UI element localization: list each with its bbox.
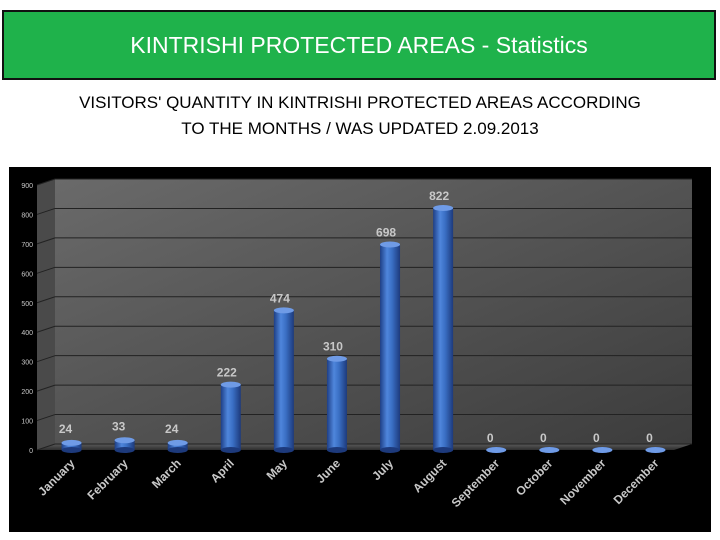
- x-tick-label: March: [149, 456, 184, 491]
- x-tick-label: July: [369, 456, 396, 483]
- chart-back-wall: [55, 179, 692, 444]
- chart-frame: 0 100 200 300 400 500 600 700 800 900 24 33 24 222 47…: [9, 167, 711, 532]
- y-tick-label: 600: [21, 271, 33, 278]
- x-tick-label: February: [85, 456, 131, 502]
- bar-base: [273, 447, 294, 453]
- data-label: 33: [112, 419, 126, 433]
- bar-base: [167, 447, 188, 453]
- x-tick-label: August: [410, 456, 449, 495]
- bar: [380, 244, 401, 450]
- bar-cap: [220, 381, 241, 388]
- bar-base: [326, 447, 347, 453]
- data-label: 0: [540, 431, 547, 445]
- bar: [220, 384, 241, 450]
- bar-base: [61, 447, 82, 453]
- bar: [61, 442, 82, 450]
- gridline: [36, 207, 56, 215]
- y-tick-label: 100: [21, 419, 33, 426]
- bar: [326, 358, 347, 450]
- gridline: [36, 296, 56, 304]
- visitors-bar-chart: 0 100 200 300 400 500 600 700 800 900 24 33 24 222 47…: [21, 178, 692, 510]
- bar-cap: [486, 447, 507, 453]
- gridline: [36, 266, 56, 274]
- data-label: 822: [429, 189, 449, 203]
- data-label: 0: [593, 431, 600, 445]
- bar-cap: [167, 439, 188, 446]
- bar-base: [380, 447, 401, 453]
- data-label: 24: [59, 422, 73, 436]
- chart-side-wall: [37, 179, 55, 450]
- page-title: KINTRISHI PROTECTED AREAS - Statistics: [130, 31, 588, 58]
- bar-cap: [61, 439, 82, 446]
- y-tick-label: 300: [21, 360, 33, 367]
- data-label: 24: [165, 422, 179, 436]
- x-tick-label: October: [513, 456, 556, 499]
- bar-cap: [433, 204, 454, 211]
- chart-floor: [37, 444, 692, 450]
- subtitle-line-1: VISITORS' QUANTITY IN KINTRISHI PROTECTE…: [79, 93, 641, 112]
- gridline: [36, 178, 56, 186]
- header-bar: KINTRISHI PROTECTED AREAS - Statistics: [2, 10, 716, 80]
- gridline: [36, 443, 56, 451]
- data-label: 0: [487, 431, 494, 445]
- data-label: 474: [270, 291, 290, 305]
- data-label: 0: [646, 431, 653, 445]
- y-tick-label: 800: [21, 212, 33, 219]
- x-tick-label: September: [449, 456, 503, 510]
- y-tick-label: 500: [21, 301, 33, 308]
- bar: [167, 442, 188, 450]
- y-tick-label: 0: [29, 448, 33, 455]
- x-tick-label: December: [611, 456, 662, 507]
- gridline: [36, 325, 56, 333]
- bar-cap: [326, 355, 347, 362]
- gridline: [36, 237, 56, 245]
- bar-cap: [645, 447, 666, 453]
- bar-cap: [380, 241, 401, 248]
- y-tick-label: 900: [21, 183, 33, 190]
- bar-cap: [592, 447, 613, 453]
- data-label: 222: [217, 366, 237, 380]
- gridline: [36, 384, 56, 392]
- bar-cap: [114, 437, 135, 444]
- bar-base: [114, 447, 135, 453]
- chart-subtitle: VISITORS' QUANTITY IN KINTRISHI PROTECTE…: [0, 90, 720, 142]
- bar-base: [220, 447, 241, 453]
- y-tick-label: 700: [21, 242, 33, 249]
- gridline: [36, 414, 56, 422]
- x-tick-label: January: [35, 456, 78, 499]
- bar: [433, 207, 454, 450]
- bar-cap: [539, 447, 560, 453]
- data-label: 698: [376, 225, 396, 239]
- x-tick-label: May: [264, 456, 291, 483]
- y-tick-label: 400: [21, 330, 33, 337]
- x-tick-label: November: [557, 456, 609, 508]
- bar: [273, 310, 294, 450]
- bar: [114, 440, 135, 450]
- bar-cap: [273, 307, 294, 314]
- data-label: 310: [323, 340, 343, 354]
- subtitle-line-2: TO THE MONTHS / WAS UPDATED 2.09.2013: [181, 119, 539, 138]
- x-tick-label: April: [208, 456, 237, 485]
- y-tick-label: 200: [21, 389, 33, 396]
- bar-base: [433, 447, 454, 453]
- x-tick-label: June: [313, 456, 343, 486]
- gridline: [36, 355, 56, 363]
